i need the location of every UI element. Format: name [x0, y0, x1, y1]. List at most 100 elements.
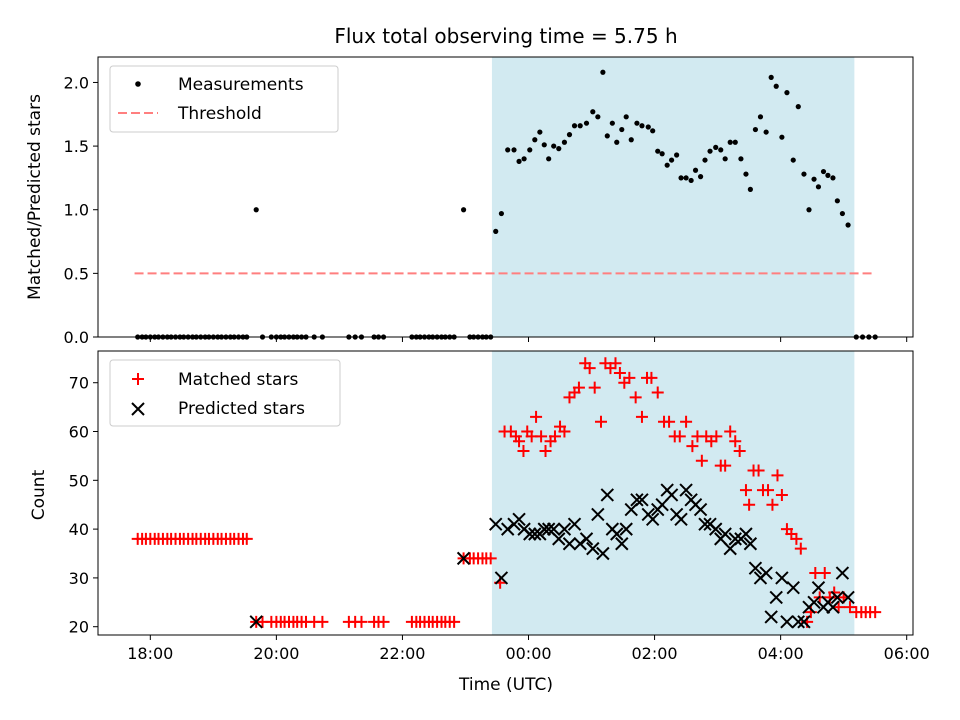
top-shaded-span — [491, 57, 855, 337]
predicted-star-point — [610, 527, 624, 541]
matched-star-point — [651, 386, 664, 399]
matched-star-point — [484, 552, 497, 565]
measurement-point — [688, 177, 694, 184]
bottom-y-tick-label: 20 — [69, 618, 89, 637]
matched-star-point — [794, 542, 807, 555]
matched-star-point — [680, 415, 693, 428]
predicted-star-point — [591, 507, 605, 522]
bottom-panel: 20 30 40 50 60 70 18:00 20:00 22:00 00:00 02:00 04:… — [69, 350, 930, 663]
matched-star-point — [613, 366, 626, 379]
predicted-star-point — [786, 580, 800, 595]
legend-matched-label: Matched stars — [178, 370, 298, 390]
predicted-star-point — [573, 537, 587, 551]
measurement-point — [253, 207, 259, 213]
measurement-point — [743, 171, 749, 177]
top-panel: 0.0 0.5 1.0 1.5 2.0 Measurements Threshold — [64, 56, 914, 347]
predicted-star-point — [664, 488, 679, 502]
measurement-point — [713, 144, 719, 150]
predicted-star-point — [512, 512, 526, 527]
measurement-point — [537, 129, 543, 135]
predicted-star-point — [693, 502, 708, 517]
matched-star-point — [695, 454, 708, 467]
predicted-star-point — [630, 493, 644, 507]
predicted-star-point — [567, 517, 582, 531]
matched-star-point — [355, 615, 368, 628]
x-axis-label: Time (UTC) — [458, 675, 553, 695]
measurement-point — [707, 148, 713, 154]
predicted-star-point — [600, 488, 615, 502]
top-y-tick-label: 0.0 — [64, 328, 89, 347]
measurement-point — [790, 157, 796, 163]
matched-star-point — [572, 381, 585, 394]
top-legend-box — [109, 65, 339, 133]
matched-star-point — [673, 430, 686, 443]
measurement-point — [779, 134, 785, 140]
predicted-star-point — [645, 512, 660, 527]
measurement-point — [773, 83, 779, 89]
predicted-star-point — [494, 571, 509, 585]
measurement-point — [527, 147, 533, 153]
matched-star-point — [583, 362, 596, 375]
matched-star-point — [729, 435, 742, 448]
matched-star-point — [733, 445, 746, 458]
legend-threshold-label: Threshold — [177, 104, 262, 124]
matched-star-point — [623, 371, 636, 384]
chart-title: Flux total observing time = 5.75 h — [334, 24, 677, 48]
measurement-point — [532, 137, 538, 143]
predicted-star-point — [791, 615, 805, 629]
top-axes-frame — [97, 56, 914, 338]
measurement-point — [697, 174, 704, 180]
legend-predicted-marker — [131, 402, 145, 416]
matched-star-point — [629, 391, 642, 404]
measurement-point — [752, 126, 759, 133]
bottom-y-tick-label: 40 — [69, 520, 89, 539]
bottom-y-tick-label: 70 — [69, 374, 89, 393]
x-tick-label: 22:00 — [379, 644, 425, 663]
predicted-star-point — [728, 532, 742, 546]
measurement-point — [738, 156, 744, 162]
x-tick-label: 00:00 — [505, 644, 551, 663]
measurement-point — [722, 156, 728, 162]
measurement-point — [815, 184, 822, 190]
measurement-point — [634, 120, 640, 126]
predicted-star-point — [500, 522, 515, 536]
measurement-point — [674, 152, 680, 158]
matched-star-point — [448, 615, 461, 628]
matched-star-point — [517, 445, 530, 458]
measurement-point — [561, 139, 568, 145]
measurement-point — [659, 151, 665, 157]
top-y-axis-label: Matched/Predicted stars — [25, 94, 45, 300]
predicted-star-point — [709, 522, 723, 536]
measurement-point — [811, 176, 817, 182]
measurement-point — [668, 157, 675, 163]
measurement-point — [664, 162, 670, 168]
matched-star-point — [828, 586, 841, 599]
matched-star-point — [645, 371, 658, 384]
measurement-point — [556, 146, 562, 152]
top-y-tick-label: 0.5 — [64, 264, 89, 283]
measurement-point — [511, 147, 517, 153]
legend-measurements-label: Measurements — [178, 75, 304, 95]
bottom-y-axis-label: Count — [29, 469, 49, 520]
predicted-star-point — [586, 541, 600, 556]
predicted-star-point — [841, 590, 855, 605]
measurement-point — [623, 114, 629, 120]
predicted-star-point — [679, 483, 693, 497]
predicted-star-point — [456, 551, 471, 566]
predicted-star-point — [537, 522, 551, 536]
predicted-star-point — [797, 615, 811, 629]
measurement-point — [747, 186, 753, 192]
matched-star-point — [724, 425, 737, 438]
matched-star-point — [832, 601, 845, 614]
top-y-tick-label: 1.5 — [64, 137, 89, 156]
predicted-star-point — [698, 517, 712, 531]
predicted-star-point — [547, 522, 561, 536]
matched-star-point — [790, 532, 803, 545]
predicted-star-point — [759, 566, 773, 580]
measurement-point — [757, 114, 764, 120]
measurement-point — [493, 228, 499, 234]
predicted-star-point — [619, 522, 633, 536]
measurement-point — [801, 171, 807, 177]
matched-star-point — [535, 430, 548, 443]
predicted-star-point — [528, 527, 542, 541]
